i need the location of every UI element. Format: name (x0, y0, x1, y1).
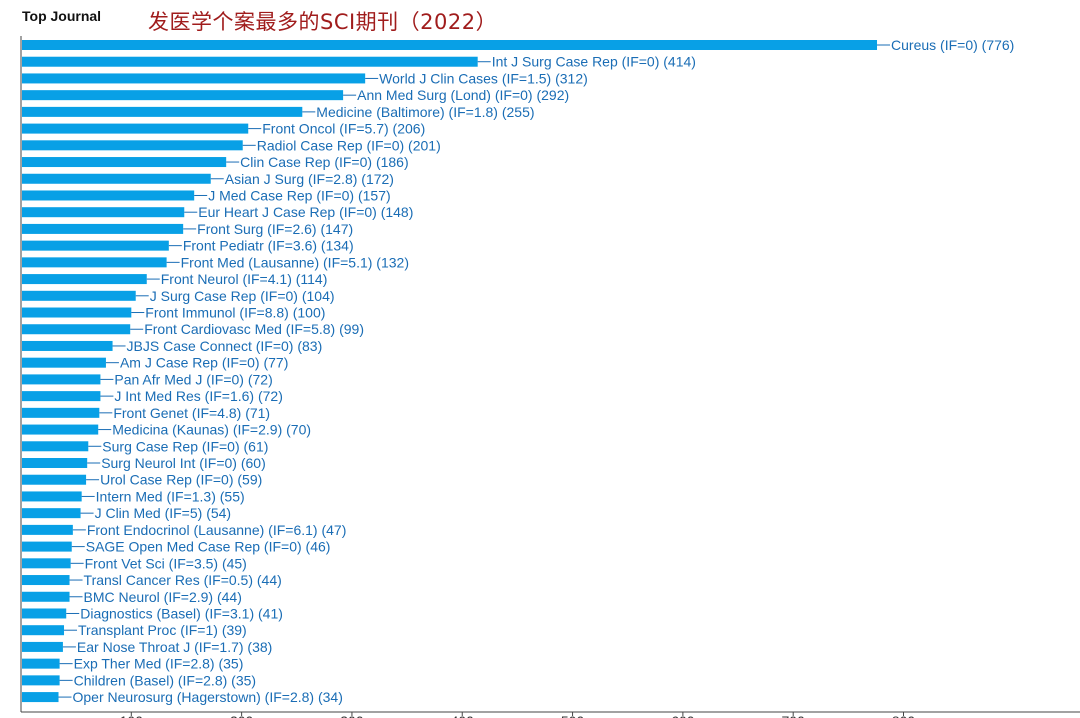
bar-label: Medicina (Kaunas) (IF=2.9) (70) (112, 422, 311, 438)
bar-label: Cureus (IF=0) (776) (891, 37, 1014, 53)
bar-label: Transl Cancer Res (IF=0.5) (44) (84, 572, 282, 588)
bar-label: Surg Case Rep (IF=0) (61) (102, 438, 268, 454)
bar-label: Transplant Proc (IF=1) (39) (78, 622, 247, 638)
bar (22, 641, 63, 652)
bar-label: Exp Ther Med (IF=2.8) (35) (74, 656, 244, 672)
bar-label: Intern Med (IF=1.3) (55) (96, 488, 245, 504)
bar-label: J Surg Case Rep (IF=0) (104) (150, 288, 335, 304)
bar-label: BMC Neurol (IF=2.9) (44) (84, 589, 242, 605)
bar (22, 274, 147, 285)
bar (22, 324, 131, 335)
bar (22, 541, 72, 552)
bars-layer: Cureus (IF=0) (776) Int J Surg Case Rep (… (22, 37, 1014, 705)
bar (22, 290, 136, 301)
bar (22, 157, 227, 168)
bar-label: Surg Neurol Int (IF=0) (60) (101, 455, 266, 471)
bar-label: J Int Med Res (IF=1.6) (72) (114, 388, 282, 404)
bar-label: Am J Case Rep (IF=0) (77) (120, 355, 288, 371)
bar (22, 391, 101, 402)
bar-label: Front Neurol (IF=4.1) (114) (161, 271, 328, 287)
bar (22, 558, 71, 569)
bar (22, 491, 82, 502)
x-axis-tick-label: 800 (892, 713, 916, 718)
x-axis-ticks: 100 200 300 400 500 600 700 800 (120, 712, 916, 718)
bar (22, 123, 249, 134)
bar (22, 675, 60, 686)
bar (22, 658, 60, 669)
bar-label: J Clin Med (IF=5) (54) (95, 505, 232, 521)
bar (22, 441, 89, 452)
bar (22, 608, 67, 619)
bar (22, 458, 88, 468)
bar-label: Clin Case Rep (IF=0) (186) (240, 154, 408, 170)
bar-label: Front Pediatr (IF=3.6) (134) (183, 238, 354, 254)
bar-label: Int J Surg Case Rep (IF=0) (414) (492, 54, 696, 70)
x-axis-tick-label: 300 (340, 713, 364, 718)
bar (22, 223, 184, 234)
x-axis-tick-label: 500 (561, 713, 585, 718)
bar (22, 424, 99, 435)
bar-label: Front Vet Sci (IF=3.5) (45) (85, 555, 247, 571)
bar-label: Pan Afr Med J (IF=0) (72) (114, 371, 272, 387)
bar-label: Front Cardiovasc Med (IF=5.8) (99) (144, 321, 364, 337)
bar (22, 207, 185, 218)
bar (22, 591, 70, 602)
bar-label: Urol Case Rep (IF=0) (59) (100, 472, 262, 488)
bar (22, 173, 211, 184)
bar (22, 190, 195, 201)
bar-label: Front Genet (IF=4.8) (71) (113, 405, 270, 421)
x-axis-tick-label: 400 (451, 713, 475, 718)
x-axis-tick-label: 200 (230, 713, 254, 718)
bar (22, 625, 65, 636)
bar-label: Front Endocrinol (Lausanne) (IF=6.1) (47… (87, 522, 347, 538)
bar (22, 357, 106, 368)
bar-label: Medicine (Baltimore) (IF=1.8) (255) (316, 104, 534, 120)
bar (22, 90, 344, 101)
bar-label: Ann Med Surg (Lond) (IF=0) (292) (357, 87, 569, 103)
bar-label: SAGE Open Med Case Rep (IF=0) (46) (86, 539, 331, 555)
bar (22, 524, 73, 535)
x-axis-tick-label: 600 (671, 713, 695, 718)
bar-label: J Med Case Rep (IF=0) (157) (208, 187, 390, 203)
bar-label: Eur Heart J Case Rep (IF=0) (148) (198, 204, 413, 220)
bar (22, 140, 243, 151)
x-axis-tick-label: 700 (782, 713, 806, 718)
bar (22, 40, 878, 50)
bar (22, 474, 87, 485)
chart-title: 发医学个案最多的SCI期刊（2022） (148, 10, 498, 34)
chart-header-label: Top Journal (22, 8, 102, 24)
bar (22, 340, 113, 351)
bar (22, 374, 101, 385)
bar-label: Front Oncol (IF=5.7) (206) (262, 121, 425, 137)
bar (22, 257, 167, 268)
x-axis-tick-label: 100 (120, 713, 144, 718)
bar (22, 692, 59, 703)
bar-label: Radiol Case Rep (IF=0) (201) (257, 137, 441, 153)
bar-label: Ear Nose Throat J (IF=1.7) (38) (77, 639, 272, 655)
bar-label: World J Clin Cases (IF=1.5) (312) (379, 70, 588, 86)
bar-label: Children (Basel) (IF=2.8) (35) (74, 672, 256, 688)
bar-label: Asian J Surg (IF=2.8) (172) (225, 171, 394, 187)
bar (22, 73, 366, 84)
bar (22, 508, 81, 519)
bar-label: JBJS Case Connect (IF=0) (83) (127, 338, 323, 354)
bar-label: Diagnostics (Basel) (IF=3.1) (41) (80, 605, 283, 621)
bar-label: Oper Neurosurg (Hagerstown) (IF=2.8) (34… (73, 689, 343, 705)
bar-label: Front Med (Lausanne) (IF=5.1) (132) (181, 254, 409, 270)
bar (22, 240, 169, 251)
bar-label: Front Surg (IF=2.6) (147) (197, 221, 353, 237)
bar-label: Front Immunol (IF=8.8) (100) (145, 305, 325, 321)
bar (22, 575, 70, 586)
bar (22, 106, 303, 117)
bar (22, 56, 478, 67)
bar (22, 407, 100, 418)
bar (22, 307, 132, 318)
